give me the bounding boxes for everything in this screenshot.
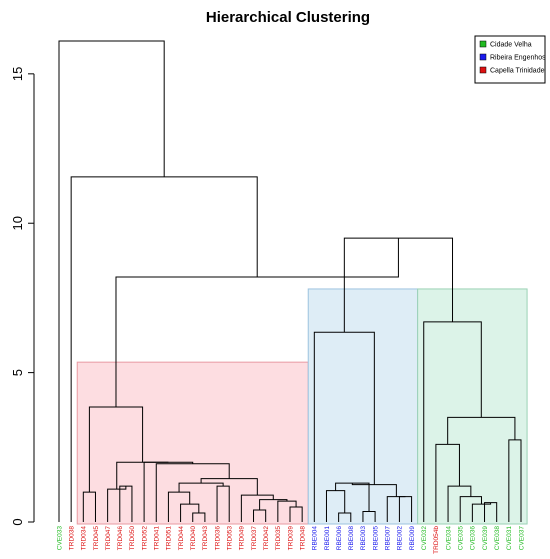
chart-title: Hierarchical Clustering [206, 9, 370, 26]
leaf-label: CVE037 [518, 526, 525, 551]
legend-box [474, 35, 546, 84]
leaf-label: TRD049 [239, 526, 246, 551]
leaf-label: CVE038 [494, 526, 501, 551]
legend-swatch [479, 66, 487, 74]
leaf-label: CVE033 [56, 526, 63, 551]
leaf-labels: CVE033 TRD038 TRD034 TRD045 TRD047 TRD046 TRD0… [56, 526, 525, 554]
leaf-label: CVE039 [482, 526, 489, 551]
legend-entry-label: Cidade Velha [490, 42, 532, 49]
leaf-label: TRD047 [105, 526, 112, 551]
leaf-label: TRD051 [166, 526, 173, 551]
dendrogram-branch [178, 482, 224, 493]
y-tick-label: 10 [10, 216, 25, 230]
leaf-label: TRD034 [81, 526, 88, 551]
leaf-label: TRD036 [214, 526, 221, 551]
leaf-label: TRD050 [129, 526, 136, 551]
leaf-label: CVE031 [506, 526, 513, 551]
leaf-label: RBE009 [409, 526, 416, 551]
y-tick-label: 0 [10, 518, 25, 525]
dendrogram-branch [338, 512, 352, 522]
dendrogram-branch [58, 40, 165, 522]
leaf-label: CVE035 [458, 526, 465, 551]
dendrogram-branch [277, 500, 297, 522]
leaf-label: TRD040 [190, 526, 197, 551]
leaf-label: RBE008 [348, 526, 355, 551]
y-tick-label: 5 [10, 369, 25, 376]
legend-entry-label: Ribeira Engenhos [490, 55, 546, 62]
dendrogram-branch [107, 486, 127, 522]
leaf-label: TRD044 [178, 526, 185, 551]
legend-swatch [479, 40, 487, 48]
legend: Cidade Velha Ribeira Engenhos Capella Trin… [474, 35, 546, 84]
leaf-label: TRD046 [117, 526, 124, 551]
leaf-label: RBE005 [372, 526, 379, 551]
dendrogram-branch [386, 496, 406, 522]
legend-entry-label: Capella Trinidade [490, 68, 545, 75]
leaf-label: RBE001 [324, 526, 331, 551]
cluster-box-2 [307, 288, 419, 525]
dendrogram-branches [58, 40, 522, 522]
leaf-label: RBE007 [385, 526, 392, 551]
leaf-label: TRD043 [202, 526, 209, 551]
dendrogram-branch [82, 491, 96, 522]
leaf-label: CVE036 [470, 526, 477, 551]
dendrogram-branch [471, 502, 492, 522]
dendrogram-branch [200, 478, 258, 496]
dendrogram-branch [192, 512, 206, 522]
leaf-label: TRD039 [287, 526, 294, 551]
leaf-label: RBE004 [312, 526, 319, 551]
y-tick-label: 15 [10, 67, 25, 81]
leaf-label: CVE034 [445, 526, 452, 551]
dendrogram-branch [180, 503, 200, 522]
dendrogram-branch [167, 491, 191, 522]
leaf-label: TRD053 [227, 526, 234, 551]
cluster-box-3 [417, 288, 528, 525]
leaf-label: TRD035 [275, 526, 282, 551]
leaf-label: CVE032 [421, 526, 428, 551]
leaf-label: TRD037 [251, 526, 258, 551]
leaf-label: RBE002 [397, 526, 404, 551]
leaf-label: TRD052 [141, 526, 148, 551]
cluster-boxes [76, 288, 528, 525]
leaf-label: TRD041 [154, 526, 161, 551]
dendrogram-branch [116, 461, 169, 490]
leaf-label: TRD045 [93, 526, 100, 551]
y-axis: 0 5 10 15 [10, 67, 35, 526]
leaf-label: TRD054b [433, 526, 440, 554]
dendrogram-branch [119, 485, 133, 522]
dendrogram-branch [362, 511, 376, 522]
leaf-label: RBE003 [360, 526, 367, 551]
leaf-label: TRD038 [68, 526, 75, 551]
leaf-label: TRD042 [263, 526, 270, 551]
leaf-label: TRD048 [299, 526, 306, 551]
dendrogram-branch [325, 490, 346, 522]
legend-swatch [479, 53, 487, 61]
leaf-label: RBE006 [336, 526, 343, 551]
